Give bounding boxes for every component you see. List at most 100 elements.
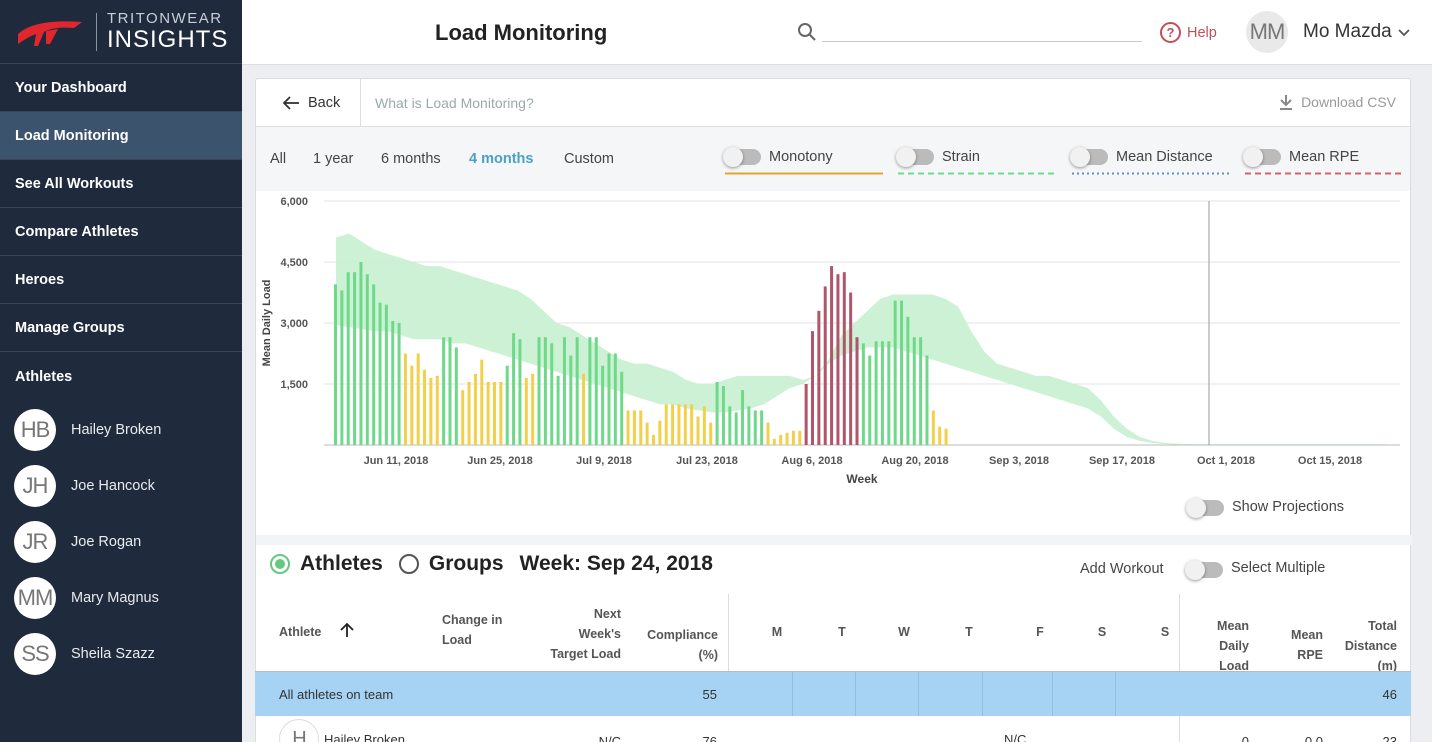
chart-bar[interactable] bbox=[811, 331, 814, 445]
chart-bar[interactable] bbox=[931, 410, 935, 445]
chart-bar[interactable] bbox=[378, 302, 382, 445]
chart-bar[interactable] bbox=[486, 381, 490, 445]
chart-bar[interactable] bbox=[861, 343, 865, 445]
chart-bar[interactable] bbox=[556, 375, 560, 445]
sidebar-athlete-item[interactable]: JH Joe Hancock bbox=[0, 458, 242, 514]
groups-radio[interactable] bbox=[398, 554, 419, 574]
chart-bar[interactable] bbox=[550, 343, 554, 445]
chart-bar[interactable] bbox=[537, 337, 541, 445]
chart-bar[interactable] bbox=[912, 337, 916, 445]
search-icon[interactable] bbox=[797, 22, 817, 42]
chart-bar[interactable] bbox=[938, 426, 942, 445]
chart-bar[interactable] bbox=[753, 410, 757, 445]
chart-bar[interactable] bbox=[613, 353, 617, 446]
chart-bar[interactable] bbox=[493, 381, 496, 445]
chart-bar[interactable] bbox=[944, 428, 948, 445]
back-button[interactable]: Back bbox=[256, 78, 361, 127]
chart-bar[interactable] bbox=[365, 274, 369, 445]
chart-bar[interactable] bbox=[575, 337, 579, 445]
help-button[interactable]: ? Help bbox=[1160, 22, 1217, 43]
logo[interactable]: TRITONWEAR INSIGHTS bbox=[0, 0, 242, 64]
chart-bar[interactable] bbox=[334, 284, 337, 445]
chart-bar[interactable] bbox=[384, 304, 388, 445]
range-option-all[interactable]: All bbox=[270, 151, 287, 167]
chart-bar[interactable] bbox=[893, 300, 897, 445]
chart-bar[interactable] bbox=[906, 316, 910, 445]
chart-bar[interactable] bbox=[919, 337, 923, 445]
chart-bar[interactable] bbox=[473, 373, 477, 445]
chart-bar[interactable] bbox=[671, 404, 675, 445]
nav-item-compare-athletes[interactable]: Compare Athletes bbox=[0, 208, 242, 256]
chart-bar[interactable] bbox=[588, 337, 592, 445]
download-csv-button[interactable]: Download CSV bbox=[1279, 94, 1396, 110]
chart-bar[interactable] bbox=[741, 390, 745, 445]
chart-bar[interactable] bbox=[804, 384, 808, 445]
chart-bar[interactable] bbox=[715, 381, 719, 445]
what-is-load-monitoring-link[interactable]: What is Load Monitoring? bbox=[375, 94, 534, 111]
chart-bar[interactable] bbox=[340, 290, 344, 445]
search-input[interactable] bbox=[822, 22, 1142, 42]
chart-bar[interactable] bbox=[448, 337, 452, 445]
chart-bar[interactable] bbox=[823, 286, 827, 445]
chart-bar[interactable] bbox=[607, 353, 611, 446]
monotony-toggle[interactable] bbox=[723, 147, 761, 167]
athlete-name[interactable]: Hailey Broken bbox=[324, 732, 405, 742]
athlete-column-header[interactable]: Athlete bbox=[279, 622, 354, 642]
chart-bar[interactable] bbox=[664, 404, 668, 445]
chart-bar[interactable] bbox=[709, 422, 713, 445]
range-option-4-months[interactable]: 4 months bbox=[469, 151, 534, 167]
chart-bar[interactable] bbox=[391, 320, 395, 445]
add-workout-button[interactable]: Add Workout bbox=[1080, 561, 1164, 577]
chart-bar[interactable] bbox=[499, 381, 503, 445]
nav-item-manage-groups[interactable]: Manage Groups bbox=[0, 304, 242, 352]
chart-bar[interactable] bbox=[531, 373, 535, 445]
nav-item-your-dashboard[interactable]: Your Dashboard bbox=[0, 64, 242, 112]
chart-bar[interactable] bbox=[849, 292, 853, 446]
chart-bar[interactable] bbox=[887, 341, 891, 445]
chart-bar[interactable] bbox=[880, 341, 884, 445]
nav-item-load-monitoring[interactable]: Load Monitoring bbox=[0, 112, 242, 160]
chart-bar[interactable] bbox=[505, 365, 509, 445]
chart-bar[interactable] bbox=[690, 404, 694, 445]
chart-bar[interactable] bbox=[779, 434, 783, 445]
sidebar-athlete-item[interactable]: HB Hailey Broken bbox=[0, 402, 242, 458]
chart-bar[interactable] bbox=[791, 430, 795, 445]
chart-bar[interactable] bbox=[639, 410, 643, 445]
show-projections-toggle[interactable] bbox=[1186, 498, 1224, 518]
chart-bar[interactable] bbox=[721, 386, 725, 445]
chart-bar[interactable] bbox=[855, 337, 859, 445]
chart-bar[interactable] bbox=[760, 410, 764, 445]
chart-bar[interactable] bbox=[683, 404, 687, 445]
chart-bar[interactable] bbox=[562, 337, 566, 445]
nav-item-heroes[interactable]: Heroes bbox=[0, 256, 242, 304]
chart-bar[interactable] bbox=[524, 377, 528, 445]
range-option-custom[interactable]: Custom bbox=[564, 151, 614, 167]
mean-rpe-toggle[interactable] bbox=[1243, 147, 1281, 167]
chart-bar[interactable] bbox=[868, 355, 872, 445]
chart-bar[interactable] bbox=[874, 341, 878, 445]
chart-bar[interactable] bbox=[702, 406, 706, 445]
chart-bar[interactable] bbox=[785, 432, 789, 445]
chart-bar[interactable] bbox=[454, 347, 458, 445]
chart-bar[interactable] bbox=[480, 359, 484, 445]
range-option-1-year[interactable]: 1 year bbox=[313, 151, 354, 167]
chart-bar[interactable] bbox=[346, 272, 350, 445]
chart-bar[interactable] bbox=[594, 337, 598, 445]
chart-bar[interactable] bbox=[836, 274, 840, 445]
chart-bar[interactable] bbox=[652, 434, 655, 445]
chart-bar[interactable] bbox=[423, 369, 427, 445]
select-multiple-toggle[interactable] bbox=[1185, 560, 1223, 580]
chart-bar[interactable] bbox=[900, 300, 904, 445]
chart-bar[interactable] bbox=[543, 337, 547, 445]
chart-bar[interactable] bbox=[842, 272, 846, 445]
chart-bar[interactable] bbox=[601, 365, 605, 445]
chart-bar[interactable] bbox=[817, 310, 821, 445]
chart-bar[interactable] bbox=[734, 412, 738, 445]
user-menu[interactable]: MM Mo Mazda bbox=[1246, 11, 1410, 53]
range-option-6-months[interactable]: 6 months bbox=[381, 151, 441, 167]
sidebar-athlete-item[interactable]: SS Sheila Szazz bbox=[0, 626, 242, 682]
chart-bar[interactable] bbox=[359, 262, 363, 445]
chart-bar[interactable] bbox=[677, 404, 681, 445]
chart-bar[interactable] bbox=[658, 420, 662, 445]
nav-item-see-all-workouts[interactable]: See All Workouts bbox=[0, 160, 242, 208]
